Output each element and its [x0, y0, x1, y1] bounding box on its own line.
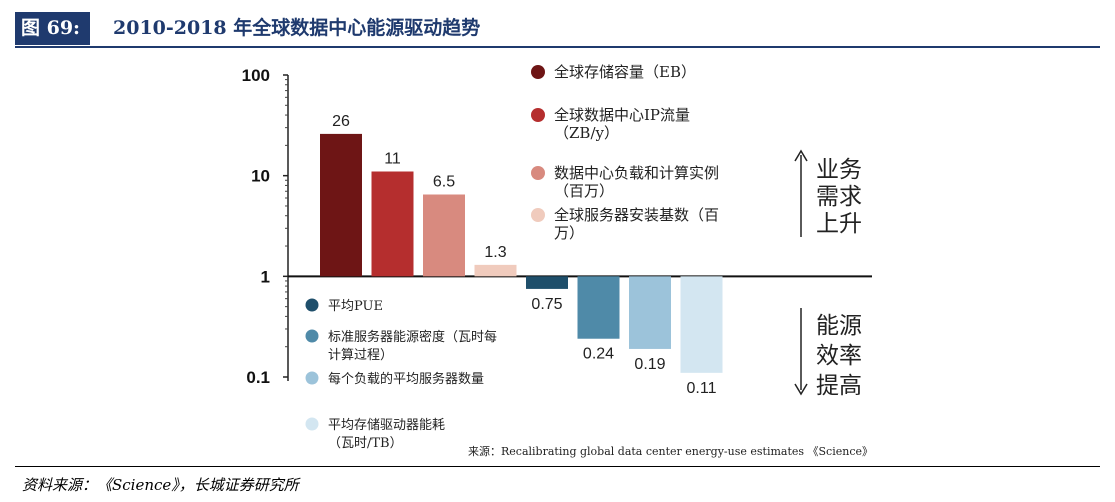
down-arrow-head [794, 383, 808, 396]
chart-source-note: 来源：Recalibrating global data center ener… [468, 444, 873, 458]
legend-swatch [305, 417, 319, 431]
figure-header: 图 69: 2010-2018 年全球数据中心能源驱动趋势 [15, 12, 1100, 48]
up-arrow-head [794, 149, 808, 162]
legend-label: 平均存储驱动器能耗 [328, 418, 445, 433]
y-tick-label: 1 [261, 267, 270, 286]
y-tick-label: 0.1 [246, 368, 270, 387]
down-annotation-text: 效率 [816, 343, 862, 369]
figure-title: 2010-2018 年全球数据中心能源驱动趋势 [113, 17, 481, 39]
bar [371, 171, 414, 277]
legend-label: 万） [554, 224, 584, 242]
chart: 100 10 1 0.1 26 11 6.5 1.3 0.75 0.24 0.19 0.11 全球存储容… [200, 55, 900, 460]
legend-swatch [305, 298, 319, 312]
legend-swatch [305, 329, 319, 343]
legend-swatch [531, 166, 545, 180]
legend-label: 平均PUE [328, 299, 383, 314]
legend-label: （瓦时/TB） [328, 436, 403, 451]
bar [423, 194, 465, 277]
bar [320, 133, 362, 277]
y-tick-label: 10 [251, 167, 270, 186]
bar-value-label: 11 [384, 150, 401, 167]
legend-label: （ZB/y） [554, 124, 619, 142]
bar-value-label: 0.19 [634, 356, 665, 373]
legend-label: 标准服务器能源密度（瓦时每 [328, 329, 497, 345]
bar [577, 276, 620, 339]
bar-value-label: 26 [332, 113, 350, 130]
legend-label: （百万） [554, 182, 614, 200]
figure-number: 图 69: [15, 12, 91, 45]
bar-value-label: 1.3 [484, 244, 506, 261]
legend-label: 计算过程） [328, 348, 393, 363]
legend-label: 数据中心负载和计算实例 [554, 164, 719, 182]
legend-swatch [305, 371, 319, 385]
legend-label: 全球服务器安装基数（百 [554, 206, 719, 224]
header-rule [15, 46, 1100, 48]
legend-label: 全球数据中心IP流量 [554, 106, 690, 124]
up-annotation-text: 业务 [816, 157, 862, 183]
footer-rule [15, 466, 1100, 467]
bar [474, 264, 517, 277]
down-annotation-text: 提高 [816, 373, 862, 399]
y-tick-label: 100 [242, 66, 270, 85]
bar [680, 276, 723, 373]
down-annotation-text: 能源 [816, 313, 862, 339]
bar-value-label: 6.5 [433, 174, 455, 191]
legend-swatch [531, 208, 545, 222]
bar [526, 276, 568, 289]
legend-label: 每个负载的平均服务器数量 [328, 371, 484, 387]
bar [629, 276, 671, 349]
legend-swatch [531, 108, 545, 122]
legend-swatch [531, 65, 545, 79]
legend-label: 全球存储容量（EB） [554, 63, 696, 81]
bar-value-label: 0.75 [531, 296, 562, 313]
chart-svg: 100 10 1 0.1 26 11 6.5 1.3 0.75 0.24 0.19 0.11 全球存储容… [242, 63, 873, 458]
up-annotation-text: 需求 [816, 184, 862, 210]
up-annotation-text: 上升 [816, 211, 862, 237]
footer-source: 资料来源：《Science》，长城证券研究所 [22, 476, 299, 494]
bar-value-label: 0.11 [687, 380, 717, 397]
bar-value-label: 0.24 [583, 346, 614, 363]
